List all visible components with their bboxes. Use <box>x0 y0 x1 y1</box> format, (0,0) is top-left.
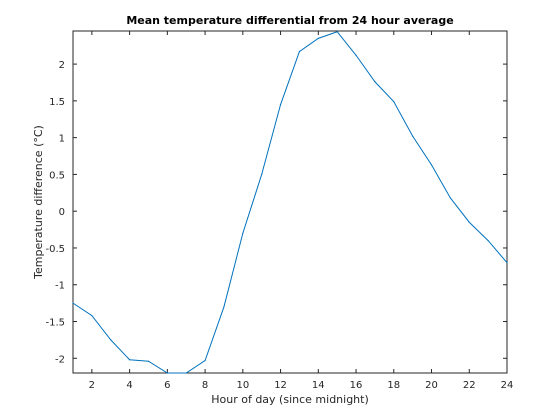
x-axis: 2 4 6 8 10 12 14 16 18 20 22 24 <box>89 31 514 391</box>
x-axis-label: Hour of day (since midnight) <box>211 393 369 406</box>
data-point <box>110 339 112 341</box>
y-axis-label: Temperature difference (°C) <box>32 125 45 280</box>
series-layer <box>72 31 508 374</box>
data-point <box>449 197 451 199</box>
data-point <box>487 240 489 242</box>
plot-box <box>72 30 508 374</box>
data-point <box>204 359 206 362</box>
series-line <box>72 31 508 374</box>
data-point <box>336 31 338 33</box>
x-tick-label: 10 <box>236 380 249 391</box>
data-point <box>91 315 93 317</box>
x-tick-label: 14 <box>312 380 325 391</box>
data-point <box>72 302 74 304</box>
data-point <box>147 360 150 362</box>
y-tick-label: 0.5 <box>49 170 65 181</box>
plot-area <box>72 30 508 374</box>
x-tick-label: 16 <box>350 380 363 391</box>
y-tick-label: 0 <box>59 207 65 218</box>
data-point <box>355 54 357 56</box>
data-point <box>185 372 187 374</box>
data-point <box>374 81 376 83</box>
y-tick-label: 2 <box>59 60 65 71</box>
data-point <box>261 173 263 176</box>
data-point <box>129 359 131 361</box>
chart-title: Mean temperature differential from 24 ho… <box>126 14 453 27</box>
x-tick-label: 22 <box>463 380 476 391</box>
y-tick-label: -1.5 <box>45 318 65 329</box>
x-tick-label: 2 <box>89 380 95 391</box>
y-tick-label: 1 <box>59 134 65 145</box>
y-tick-label: -0.5 <box>45 244 65 255</box>
data-point <box>430 164 433 166</box>
data-point <box>242 232 244 234</box>
y-axis: -2 -1.5 -1 -0.5 0 0.5 1 1.5 2 <box>45 60 507 365</box>
y-tick-label: -1 <box>55 281 65 292</box>
data-point <box>393 101 395 103</box>
x-tick-label: 12 <box>274 380 287 391</box>
y-tick-label: 1.5 <box>49 97 65 108</box>
x-tick-label: 4 <box>126 380 132 391</box>
data-point <box>223 306 225 308</box>
x-tick-label: 20 <box>425 380 438 391</box>
x-tick-label: 6 <box>164 380 170 391</box>
data-point <box>317 37 319 39</box>
data-point <box>506 262 508 264</box>
data-point <box>468 221 470 223</box>
x-tick-label: 8 <box>202 380 208 391</box>
x-tick-label: 18 <box>387 380 400 391</box>
data-point <box>412 135 414 137</box>
data-point <box>166 372 168 374</box>
data-point <box>279 103 282 106</box>
x-tick-label: 24 <box>501 380 514 391</box>
data-point <box>298 50 301 53</box>
y-tick-label: -2 <box>55 354 65 365</box>
